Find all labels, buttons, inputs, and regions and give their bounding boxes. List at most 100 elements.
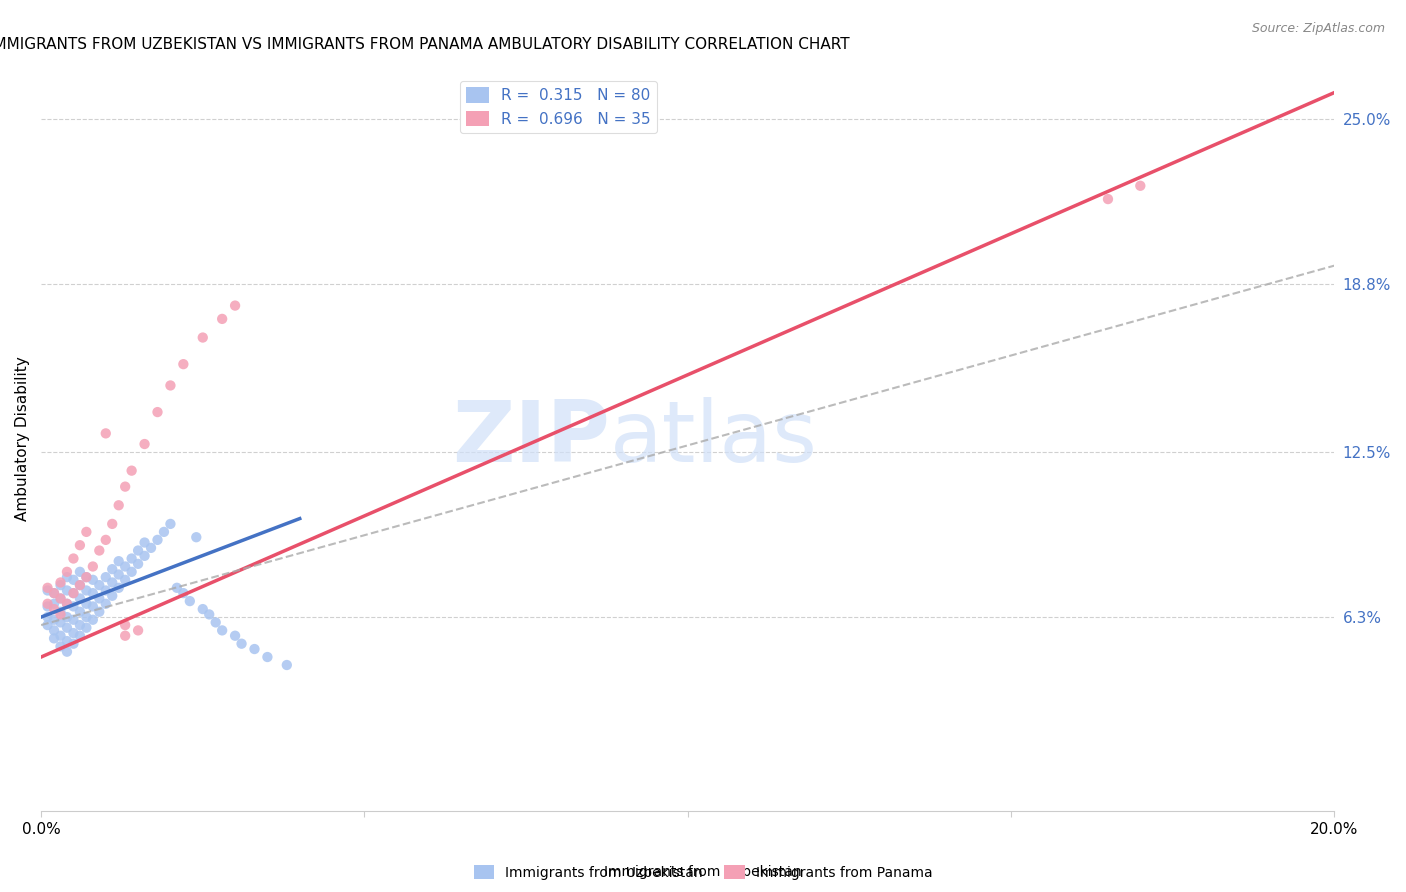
Point xyxy=(114,480,136,494)
Point xyxy=(62,637,84,651)
Point xyxy=(114,629,136,643)
Point xyxy=(94,583,117,598)
Point xyxy=(127,624,149,638)
Point xyxy=(243,642,266,657)
Point xyxy=(42,613,65,627)
Point xyxy=(69,538,91,552)
Point xyxy=(204,615,226,630)
Point xyxy=(75,570,97,584)
Point xyxy=(82,613,104,627)
Point xyxy=(82,599,104,614)
Point xyxy=(114,573,136,587)
Point xyxy=(69,605,91,619)
Point xyxy=(62,599,84,614)
Point xyxy=(69,591,91,606)
Point xyxy=(146,405,169,419)
Point xyxy=(107,581,129,595)
Point xyxy=(94,597,117,611)
Point xyxy=(231,637,253,651)
Point xyxy=(69,578,91,592)
Point xyxy=(49,591,72,606)
Point xyxy=(56,583,79,598)
Point xyxy=(114,559,136,574)
Point xyxy=(49,615,72,630)
Point xyxy=(127,557,149,571)
Point xyxy=(49,575,72,590)
Point xyxy=(56,565,79,579)
Point xyxy=(37,618,59,632)
Point xyxy=(179,594,201,608)
Point xyxy=(56,645,79,659)
Point xyxy=(139,541,162,555)
Point xyxy=(62,613,84,627)
Point xyxy=(56,570,79,584)
Point xyxy=(107,567,129,582)
Point xyxy=(224,299,246,313)
Point xyxy=(107,498,129,512)
Point xyxy=(89,605,111,619)
Point xyxy=(62,586,84,600)
Point xyxy=(121,551,143,566)
Point xyxy=(89,591,111,606)
Point xyxy=(75,570,97,584)
Point xyxy=(56,621,79,635)
Point xyxy=(276,658,298,673)
Point xyxy=(101,562,124,576)
Point xyxy=(211,312,233,326)
Point xyxy=(75,621,97,635)
Point xyxy=(42,597,65,611)
Point xyxy=(75,583,97,598)
Text: ZIP: ZIP xyxy=(453,397,610,480)
Point xyxy=(69,565,91,579)
Point xyxy=(62,573,84,587)
Point xyxy=(49,607,72,622)
Point xyxy=(224,629,246,643)
Point xyxy=(37,583,59,598)
Point xyxy=(82,586,104,600)
Point xyxy=(56,597,79,611)
Point xyxy=(256,650,278,665)
Point xyxy=(107,554,129,568)
Point xyxy=(49,629,72,643)
Point xyxy=(1097,192,1119,206)
Text: Source: ZipAtlas.com: Source: ZipAtlas.com xyxy=(1251,22,1385,36)
Point xyxy=(159,378,181,392)
Point xyxy=(94,426,117,441)
Point xyxy=(134,535,156,549)
Point xyxy=(62,551,84,566)
Point xyxy=(191,602,214,616)
Point xyxy=(172,586,194,600)
Point xyxy=(56,610,79,624)
Point xyxy=(1129,178,1152,193)
Point xyxy=(127,543,149,558)
Point xyxy=(89,543,111,558)
Point xyxy=(159,516,181,531)
Point xyxy=(198,607,221,622)
Point xyxy=(191,330,214,344)
Point xyxy=(37,610,59,624)
Point xyxy=(69,629,91,643)
Point xyxy=(146,533,169,547)
Y-axis label: Ambulatory Disability: Ambulatory Disability xyxy=(15,356,30,521)
Point xyxy=(114,618,136,632)
Point xyxy=(186,530,208,544)
Point xyxy=(37,597,59,611)
Point xyxy=(42,586,65,600)
Point xyxy=(49,578,72,592)
Text: Immigrants from Uzbekistan: Immigrants from Uzbekistan xyxy=(605,865,801,880)
Legend: Immigrants from Uzbekistan, Immigrants from Panama: Immigrants from Uzbekistan, Immigrants f… xyxy=(468,859,938,885)
Text: IMMIGRANTS FROM UZBEKISTAN VS IMMIGRANTS FROM PANAMA AMBULATORY DISABILITY CORRE: IMMIGRANTS FROM UZBEKISTAN VS IMMIGRANTS… xyxy=(0,37,851,53)
Point xyxy=(75,597,97,611)
Point xyxy=(62,586,84,600)
Point xyxy=(211,624,233,638)
Point xyxy=(134,549,156,563)
Point xyxy=(56,597,79,611)
Point xyxy=(82,559,104,574)
Point xyxy=(101,516,124,531)
Point xyxy=(94,533,117,547)
Point xyxy=(37,599,59,614)
Point xyxy=(101,575,124,590)
Point xyxy=(121,565,143,579)
Point xyxy=(42,624,65,638)
Point xyxy=(42,602,65,616)
